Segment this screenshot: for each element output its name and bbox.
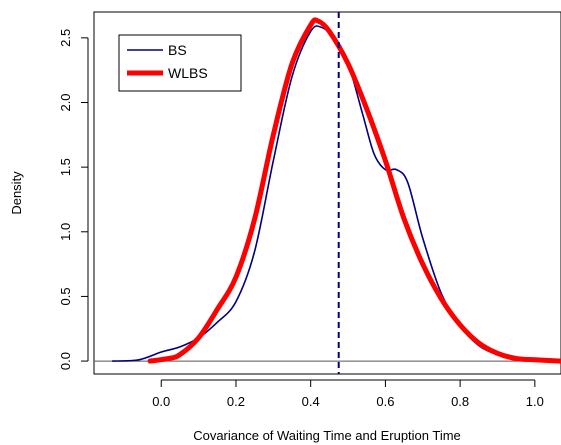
plot-frame xyxy=(93,11,561,375)
x-tick-label: 0.2 xyxy=(227,394,245,409)
legend-label-bs: BS xyxy=(168,42,187,58)
legend: BS WLBS xyxy=(118,34,242,92)
x-tick-label: 1.0 xyxy=(526,394,544,409)
x-ticks: 0.0 0.2 0.4 0.6 0.8 1.0 xyxy=(152,380,544,409)
plot-area xyxy=(93,11,561,375)
legend-box xyxy=(118,34,242,92)
x-tick-label: 0.0 xyxy=(152,394,170,409)
x-tick-label: 0.4 xyxy=(302,394,320,409)
y-axis: 0.0 0.5 1.0 1.5 2.0 2.5 Density xyxy=(9,29,89,370)
x-tick-label: 0.6 xyxy=(376,394,394,409)
y-tick-label: 2.5 xyxy=(58,29,73,47)
y-tick-label: 1.5 xyxy=(58,158,73,176)
x-axis-title: Covariance of Waiting Time and Eruption … xyxy=(193,428,461,443)
series-layer xyxy=(111,17,561,364)
y-tick-label: 0.0 xyxy=(58,352,73,370)
y-ticks: 0.0 0.5 1.0 1.5 2.0 2.5 xyxy=(58,29,88,370)
series-line-wlbs xyxy=(147,17,561,364)
legend-label-wlbs: WLBS xyxy=(168,65,208,81)
y-tick-label: 2.0 xyxy=(58,93,73,111)
x-tick-label: 0.8 xyxy=(451,394,469,409)
y-axis-title: Density xyxy=(9,171,24,215)
y-tick-label: 0.5 xyxy=(58,287,73,305)
x-axis: 0.0 0.2 0.4 0.6 0.8 1.0 Covariance of Waiting… xyxy=(152,379,544,443)
y-tick-label: 1.0 xyxy=(58,223,73,241)
